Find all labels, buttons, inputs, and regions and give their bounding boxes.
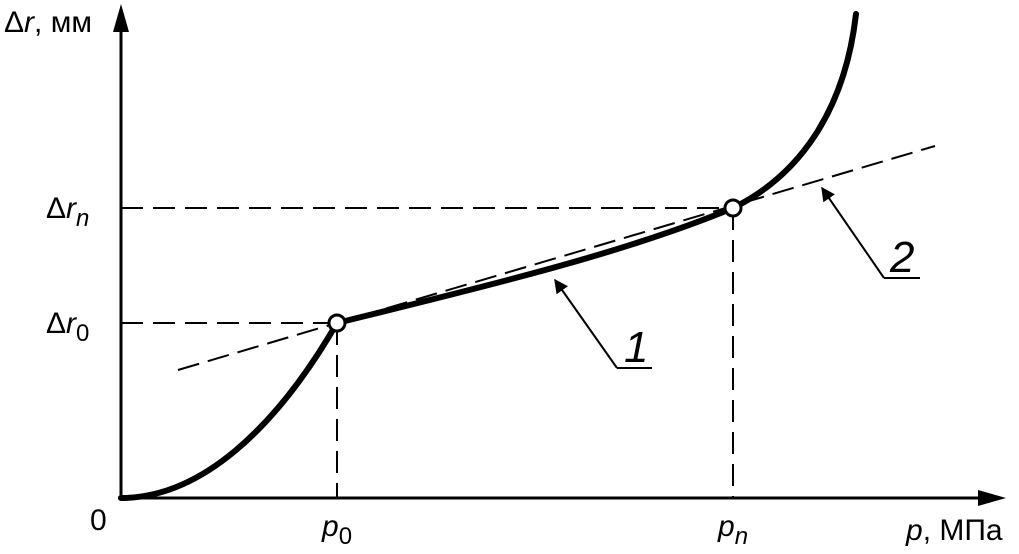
reference-lines: [121, 207, 734, 498]
x-axis-arrow: [978, 490, 1006, 506]
y-axis-title: Δr, мм: [4, 6, 92, 39]
callout-1-pointer: [554, 278, 618, 369]
x-tick-p0-base: p: [321, 510, 339, 543]
x-axis-variable: p: [905, 514, 923, 547]
y-tick-dr0-sub: 0: [76, 320, 89, 347]
y-tick-dr0: Δr0: [46, 307, 89, 347]
y-tick-drn-base: r: [66, 192, 77, 225]
y-tick-dr0-delta: Δ: [46, 307, 66, 340]
y-axis-variable: r: [24, 6, 35, 39]
y-tick-drn-delta: Δ: [46, 192, 66, 225]
axes: [113, 4, 1006, 506]
tangent-line: [177, 145, 936, 371]
y-tick-drn-sub: n: [76, 205, 89, 232]
x-tick-pn: pn: [717, 510, 748, 549]
point-p0: [327, 313, 347, 333]
curve: [118, 11, 859, 501]
y-axis-delta: Δ: [4, 6, 24, 39]
x-axis-unit: , МПа: [923, 514, 1003, 547]
x-tick-p0: p0: [321, 510, 352, 549]
x-axis-title: p, МПа: [905, 514, 1003, 547]
callout-2-leader: [821, 186, 920, 279]
x-tick-pn-base: p: [717, 510, 735, 543]
y-tick-drn: Δrn: [46, 192, 89, 232]
x-tick-p0-sub: 0: [339, 523, 352, 549]
callout-2-pointer: [821, 186, 885, 279]
callout-2-label: 2: [889, 233, 914, 282]
callout-1-leader: [554, 278, 652, 369]
point-pn: [723, 198, 743, 218]
origin-label: 0: [90, 504, 107, 537]
y-tick-dr0-base: r: [66, 307, 77, 340]
callout-1-label: 1: [624, 323, 648, 372]
y-axis-unit: , мм: [34, 6, 92, 39]
y-axis-arrow: [113, 4, 129, 32]
x-tick-pn-sub: n: [735, 523, 748, 549]
